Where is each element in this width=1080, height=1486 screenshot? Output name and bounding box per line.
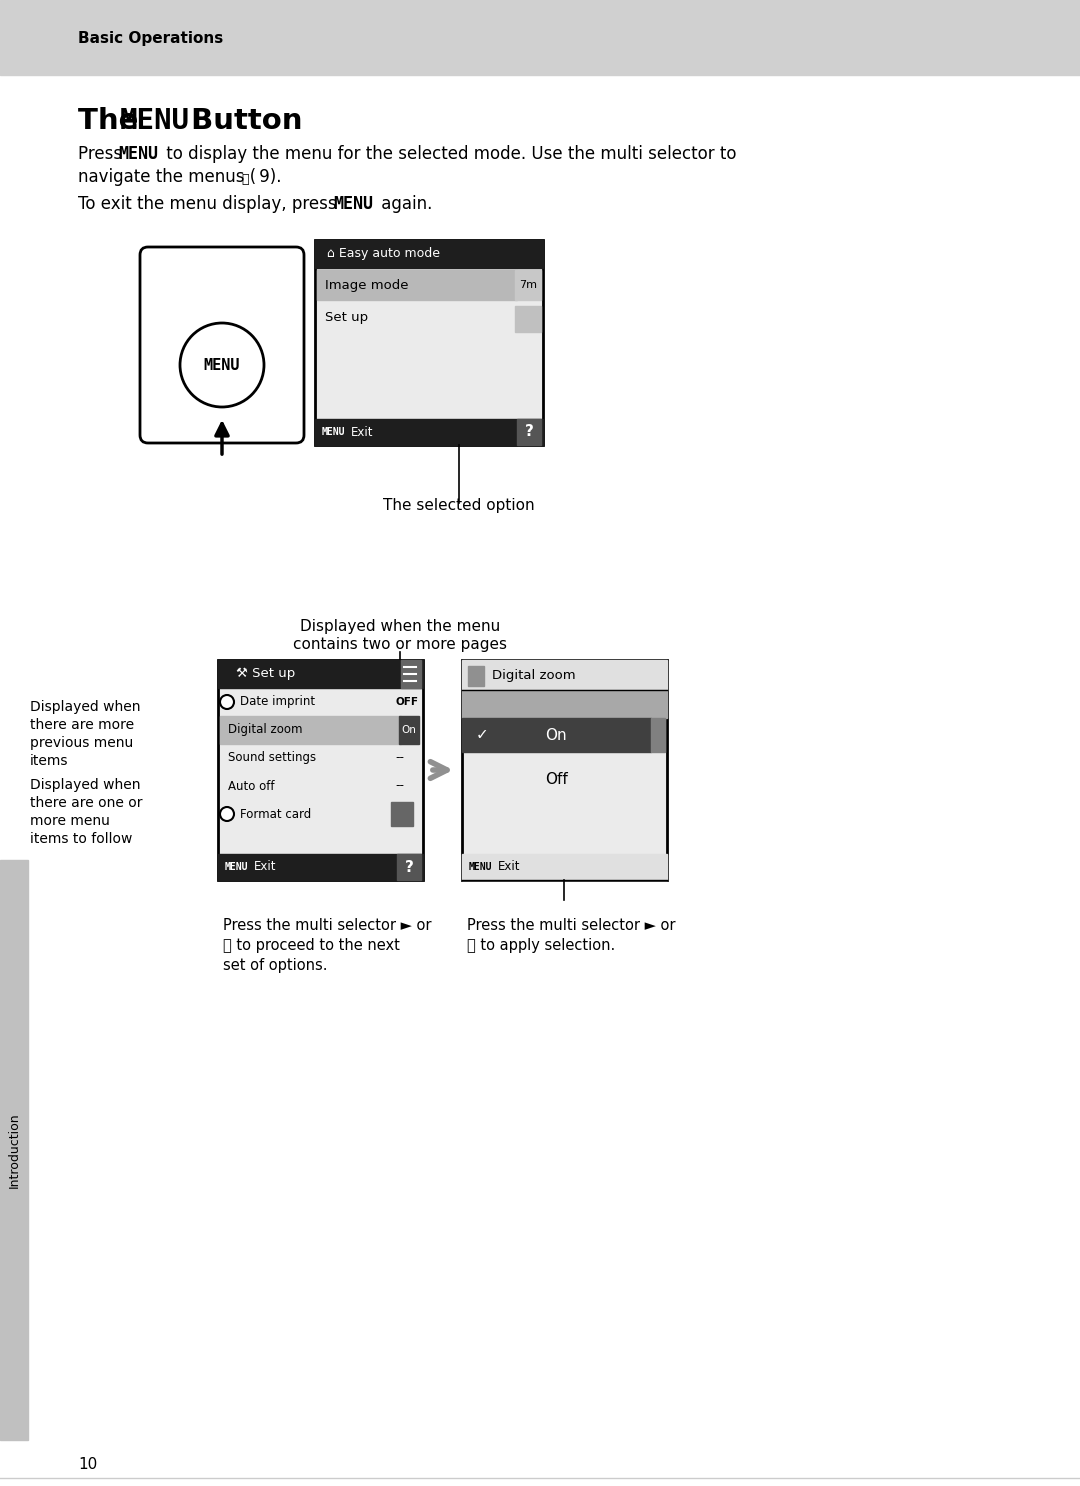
Bar: [218, 660, 423, 880]
Text: again.: again.: [376, 195, 432, 212]
Text: --: --: [395, 780, 404, 792]
Text: To exit the menu display, press: To exit the menu display, press: [78, 195, 342, 212]
Text: there are one or: there are one or: [30, 796, 143, 810]
Bar: [462, 718, 651, 752]
Text: MENU: MENU: [204, 358, 240, 373]
Bar: [315, 241, 543, 267]
Text: Set up: Set up: [325, 312, 368, 324]
Text: to display the menu for the selected mode. Use the multi selector to: to display the menu for the selected mod…: [161, 146, 737, 163]
Text: MENU: MENU: [469, 862, 492, 872]
Bar: [515, 270, 541, 300]
Text: The: The: [78, 107, 149, 135]
Text: Displayed when the menu: Displayed when the menu: [300, 620, 500, 635]
Text: MENU: MENU: [225, 862, 248, 872]
Text: Off: Off: [544, 773, 567, 788]
Bar: [315, 419, 543, 444]
Text: items to follow: items to follow: [30, 832, 133, 846]
Text: Ⓢ to apply selection.: Ⓢ to apply selection.: [467, 938, 616, 953]
Bar: [0, 0, 1080, 74]
Text: Exit: Exit: [254, 860, 276, 874]
Text: On: On: [545, 728, 567, 743]
Text: Auto off: Auto off: [228, 780, 274, 792]
Bar: [651, 718, 665, 752]
Text: 10: 10: [78, 1456, 97, 1473]
Bar: [218, 660, 423, 688]
Text: Sound settings: Sound settings: [228, 752, 316, 764]
Text: Press: Press: [78, 146, 127, 163]
Text: MENU: MENU: [120, 107, 190, 135]
Bar: [462, 854, 667, 880]
Text: items: items: [30, 753, 68, 768]
Text: MENU: MENU: [118, 146, 158, 163]
Text: Button: Button: [181, 107, 302, 135]
Text: 9).: 9).: [254, 168, 282, 186]
FancyBboxPatch shape: [140, 247, 303, 443]
Text: OFF: OFF: [395, 697, 418, 707]
Text: Press the multi selector ► or: Press the multi selector ► or: [222, 918, 432, 933]
Bar: [315, 241, 543, 444]
Text: MENU: MENU: [333, 195, 373, 212]
Text: Format card: Format card: [240, 807, 311, 820]
Text: contains two or more pages: contains two or more pages: [293, 637, 507, 652]
Bar: [462, 690, 667, 718]
Text: Digital zoom: Digital zoom: [492, 669, 576, 682]
Text: MENU: MENU: [322, 426, 346, 437]
Text: Displayed when: Displayed when: [30, 700, 140, 713]
Text: set of options.: set of options.: [222, 958, 327, 973]
Text: ?: ?: [405, 859, 414, 874]
Bar: [401, 660, 421, 688]
Text: On: On: [402, 725, 417, 736]
Text: Image mode: Image mode: [325, 278, 408, 291]
Bar: [399, 716, 419, 744]
Text: ?: ?: [525, 425, 534, 440]
Text: Exit: Exit: [498, 860, 521, 874]
Bar: [468, 666, 484, 687]
Bar: [515, 306, 541, 331]
Text: 7m: 7m: [519, 279, 537, 290]
Bar: [462, 660, 667, 690]
Text: Introduction: Introduction: [8, 1112, 21, 1187]
Text: ✓: ✓: [476, 728, 489, 743]
Text: Press the multi selector ► or: Press the multi selector ► or: [467, 918, 675, 933]
Bar: [462, 660, 667, 880]
Text: --: --: [395, 752, 404, 764]
Circle shape: [220, 807, 234, 820]
Circle shape: [220, 695, 234, 709]
Text: more menu: more menu: [30, 814, 110, 828]
Text: ⚒ Set up: ⚒ Set up: [237, 667, 295, 681]
Bar: [0, 860, 28, 1440]
Text: ⌂ Easy auto mode: ⌂ Easy auto mode: [327, 248, 440, 260]
Text: Basic Operations: Basic Operations: [78, 31, 224, 46]
Text: Digital zoom: Digital zoom: [228, 724, 302, 737]
Bar: [517, 419, 541, 444]
Text: Displayed when: Displayed when: [30, 779, 140, 792]
Text: there are more: there are more: [30, 718, 134, 733]
Text: Date imprint: Date imprint: [240, 695, 315, 709]
Bar: [391, 802, 413, 826]
Text: Exit: Exit: [351, 425, 374, 438]
Text: Ⓢ: Ⓢ: [241, 172, 248, 186]
Text: previous menu: previous menu: [30, 736, 133, 750]
Text: Ⓢ to proceed to the next: Ⓢ to proceed to the next: [222, 938, 400, 953]
Bar: [220, 716, 401, 744]
Bar: [397, 854, 421, 880]
Bar: [218, 854, 423, 880]
Circle shape: [180, 322, 264, 407]
Text: navigate the menus (: navigate the menus (: [78, 168, 256, 186]
Bar: [318, 270, 517, 300]
Text: The selected option: The selected option: [383, 498, 535, 513]
